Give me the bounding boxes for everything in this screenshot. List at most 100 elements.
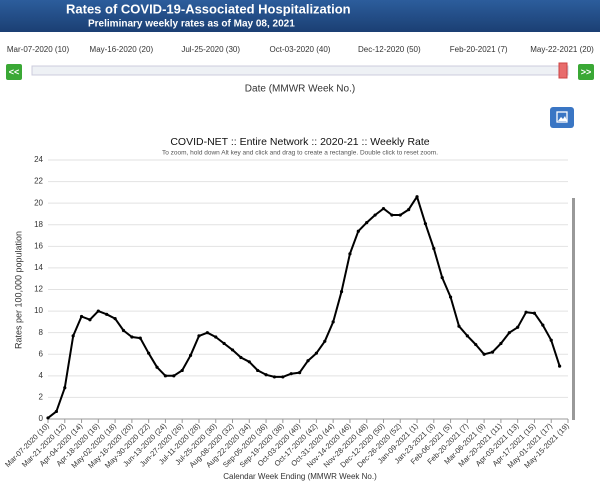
header-subtitle: Preliminary weekly rates as of May 08, 2… <box>88 19 295 30</box>
data-point <box>188 353 193 357</box>
data-point <box>457 324 461 328</box>
data-point <box>507 331 511 335</box>
data-point <box>415 195 419 199</box>
data-point <box>558 364 562 368</box>
data-point <box>88 318 92 322</box>
data-point <box>46 416 50 420</box>
y-tick-label: 10 <box>34 306 43 315</box>
data-point <box>239 355 243 360</box>
y-tick-label: 18 <box>34 220 43 229</box>
data-point <box>180 368 184 373</box>
data-point <box>482 352 486 356</box>
prev-button[interactable] <box>6 64 22 80</box>
data-point <box>113 317 117 321</box>
image-icon <box>558 116 567 121</box>
slider-tick-label: Oct-03-2020 (40) <box>270 45 331 54</box>
data-point <box>432 246 436 251</box>
data-point <box>163 374 168 378</box>
data-point <box>423 222 428 226</box>
data-point <box>147 351 151 355</box>
data-point <box>314 351 318 355</box>
y-axis-label: Rates per 100,000 population <box>13 231 23 349</box>
data-point <box>247 360 251 364</box>
data-point <box>138 336 142 340</box>
data-point <box>79 314 84 319</box>
chart-title: COVID-NET :: Entire Network :: 2020-21 :… <box>170 136 429 148</box>
x-axis-label: Calendar Week Ending (MMWR Week No.) <box>223 472 377 481</box>
data-point <box>155 365 159 369</box>
y-tick-label: 8 <box>39 328 44 337</box>
data-point <box>306 359 310 363</box>
data-point <box>230 348 235 352</box>
next-button[interactable] <box>578 64 594 80</box>
y-tick-label: 0 <box>39 414 44 423</box>
data-point <box>121 328 126 333</box>
data-point <box>356 229 360 233</box>
slider-tick-label: Dec-12-2020 (50) <box>358 45 421 54</box>
y-tick-label: 16 <box>34 241 43 250</box>
y-tick-label: 24 <box>34 155 43 164</box>
y-tick-label: 22 <box>34 177 43 186</box>
y-tick-label: 20 <box>34 198 43 207</box>
data-point <box>264 373 268 377</box>
next-button-label[interactable]: >> <box>581 67 592 77</box>
data-point <box>499 341 503 346</box>
data-point <box>130 335 134 339</box>
data-point <box>448 295 453 299</box>
scrollbar <box>572 198 575 420</box>
data-point <box>365 220 369 225</box>
data-point <box>465 334 469 338</box>
data-point <box>256 368 260 373</box>
data-point <box>54 409 58 414</box>
data-point <box>272 375 277 379</box>
data-point <box>71 334 75 338</box>
export-image-button[interactable] <box>550 107 574 128</box>
data-point <box>63 386 67 390</box>
data-point <box>541 323 545 327</box>
data-point <box>197 334 201 338</box>
prev-button-label[interactable]: << <box>9 67 20 77</box>
slider-tick-label: Jul-25-2020 (30) <box>181 45 240 54</box>
data-point <box>474 342 478 347</box>
data-point <box>323 339 327 343</box>
y-tick-label: 6 <box>39 349 44 358</box>
data-point <box>532 311 537 315</box>
data-point <box>222 341 226 346</box>
data-point <box>96 309 100 313</box>
data-line <box>47 195 561 419</box>
data-point <box>440 276 444 280</box>
y-tick-label: 12 <box>34 285 43 294</box>
data-point <box>281 375 285 379</box>
date-slider: << >> Date (MMWR Week No.) Mar-07-2020 (… <box>6 45 594 95</box>
data-point <box>339 290 344 294</box>
slider-axis-label: Date (MMWR Week No.) <box>245 84 355 95</box>
slider-handle[interactable] <box>558 62 568 79</box>
data-point <box>373 213 377 217</box>
image-icon <box>556 111 568 123</box>
data-point <box>172 374 176 378</box>
data-point <box>407 208 411 212</box>
data-point <box>331 320 335 324</box>
data-point <box>105 312 109 316</box>
header-title: Rates of COVID-19-Associated Hospitaliza… <box>66 1 351 16</box>
slider-tick-label: May-22-2021 (20) <box>530 45 594 54</box>
data-point <box>205 331 209 335</box>
data-point <box>524 310 528 314</box>
data-point <box>214 335 218 339</box>
data-point <box>381 206 386 211</box>
header-bar <box>0 0 600 32</box>
y-tick-label: 2 <box>39 393 44 402</box>
data-point <box>516 325 520 329</box>
slider-tick-label: Feb-20-2021 (7) <box>450 45 508 54</box>
slider-tick-label: May-16-2020 (20) <box>90 45 154 54</box>
data-point <box>549 338 553 342</box>
data-point <box>289 372 293 376</box>
chart-subtitle: To zoom, hold down Alt key and click and… <box>162 150 438 157</box>
data-point <box>490 350 495 354</box>
y-tick-label: 14 <box>34 263 43 272</box>
slider-track[interactable] <box>31 65 569 76</box>
data-point <box>390 213 394 217</box>
y-tick-label: 4 <box>39 371 44 380</box>
data-point <box>398 213 402 217</box>
